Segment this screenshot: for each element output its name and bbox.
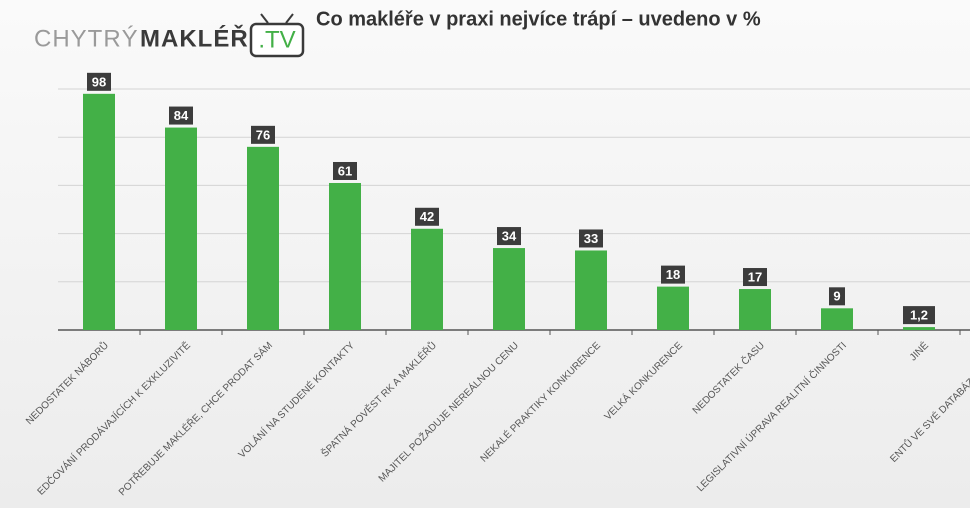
data-label-box bbox=[415, 207, 439, 226]
data-label-box bbox=[829, 287, 845, 306]
logo-bold: MAKLÉŘ bbox=[140, 24, 249, 52]
data-label-box bbox=[169, 106, 193, 125]
data-label: 98 bbox=[92, 74, 106, 89]
bar bbox=[83, 93, 115, 330]
logo-tv-frame bbox=[249, 22, 305, 58]
data-label-box bbox=[333, 161, 357, 180]
bar bbox=[247, 146, 279, 330]
data-label-box bbox=[903, 306, 935, 325]
bar bbox=[739, 289, 771, 330]
data-label-box bbox=[497, 227, 521, 246]
data-label-box bbox=[87, 72, 111, 91]
bar bbox=[411, 228, 443, 330]
bar bbox=[657, 286, 689, 330]
data-label-box bbox=[251, 125, 275, 144]
bar bbox=[493, 248, 525, 330]
data-label: 18 bbox=[666, 267, 680, 282]
logo-antenna bbox=[285, 13, 294, 24]
data-label: 9 bbox=[833, 289, 840, 304]
data-label: 84 bbox=[174, 108, 189, 123]
chart-title: Co makléře v praxi nejvíce trápí – uvede… bbox=[316, 8, 761, 30]
bar bbox=[329, 182, 361, 330]
data-label: 17 bbox=[748, 269, 762, 284]
data-label: 42 bbox=[420, 209, 434, 224]
bar bbox=[821, 308, 853, 330]
logo-light: CHYTRÝ bbox=[34, 25, 139, 52]
data-label-box bbox=[661, 265, 685, 284]
data-label: 34 bbox=[502, 228, 517, 243]
data-label: 76 bbox=[256, 127, 270, 142]
bar bbox=[903, 327, 935, 330]
data-label: 33 bbox=[584, 231, 598, 246]
logo-antenna bbox=[260, 13, 269, 24]
data-label: 61 bbox=[338, 163, 352, 178]
data-label-box bbox=[579, 229, 603, 248]
data-label: 1,2 bbox=[910, 308, 928, 323]
bar bbox=[165, 127, 197, 330]
logo-tv: .TV bbox=[258, 26, 295, 53]
bar bbox=[575, 250, 607, 330]
data-label-box bbox=[743, 268, 767, 287]
